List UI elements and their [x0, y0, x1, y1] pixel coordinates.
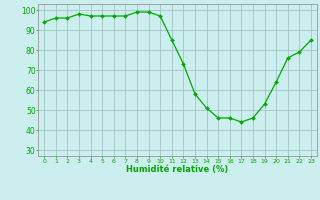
X-axis label: Humidité relative (%): Humidité relative (%): [126, 165, 229, 174]
